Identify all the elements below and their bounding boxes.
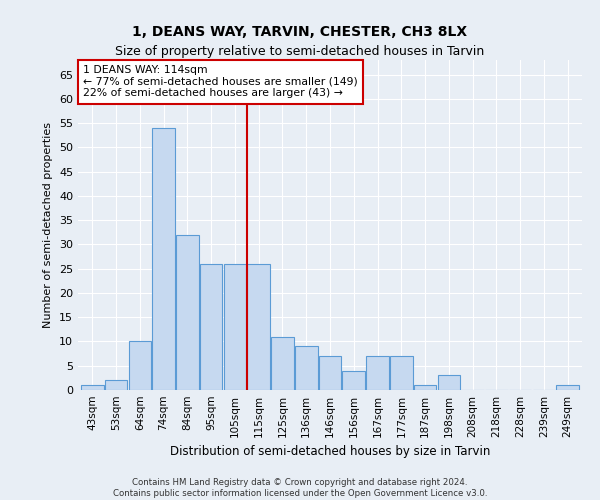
Y-axis label: Number of semi-detached properties: Number of semi-detached properties	[43, 122, 53, 328]
Bar	[295, 346, 317, 390]
Text: Size of property relative to semi-detached houses in Tarvin: Size of property relative to semi-detach…	[115, 45, 485, 58]
Bar	[152, 128, 175, 390]
Bar	[200, 264, 223, 390]
Bar	[271, 336, 294, 390]
Bar	[437, 376, 460, 390]
Bar	[224, 264, 246, 390]
Bar	[81, 385, 104, 390]
Text: 1 DEANS WAY: 114sqm
← 77% of semi-detached houses are smaller (149)
22% of semi-: 1 DEANS WAY: 114sqm ← 77% of semi-detach…	[83, 65, 358, 98]
Text: 1, DEANS WAY, TARVIN, CHESTER, CH3 8LX: 1, DEANS WAY, TARVIN, CHESTER, CH3 8LX	[133, 25, 467, 39]
Bar	[414, 385, 436, 390]
X-axis label: Distribution of semi-detached houses by size in Tarvin: Distribution of semi-detached houses by …	[170, 446, 490, 458]
Bar	[176, 234, 199, 390]
Text: Contains HM Land Registry data © Crown copyright and database right 2024.
Contai: Contains HM Land Registry data © Crown c…	[113, 478, 487, 498]
Bar	[556, 385, 579, 390]
Bar	[390, 356, 413, 390]
Bar	[105, 380, 127, 390]
Bar	[247, 264, 270, 390]
Bar	[128, 342, 151, 390]
Bar	[366, 356, 389, 390]
Bar	[319, 356, 341, 390]
Bar	[343, 370, 365, 390]
